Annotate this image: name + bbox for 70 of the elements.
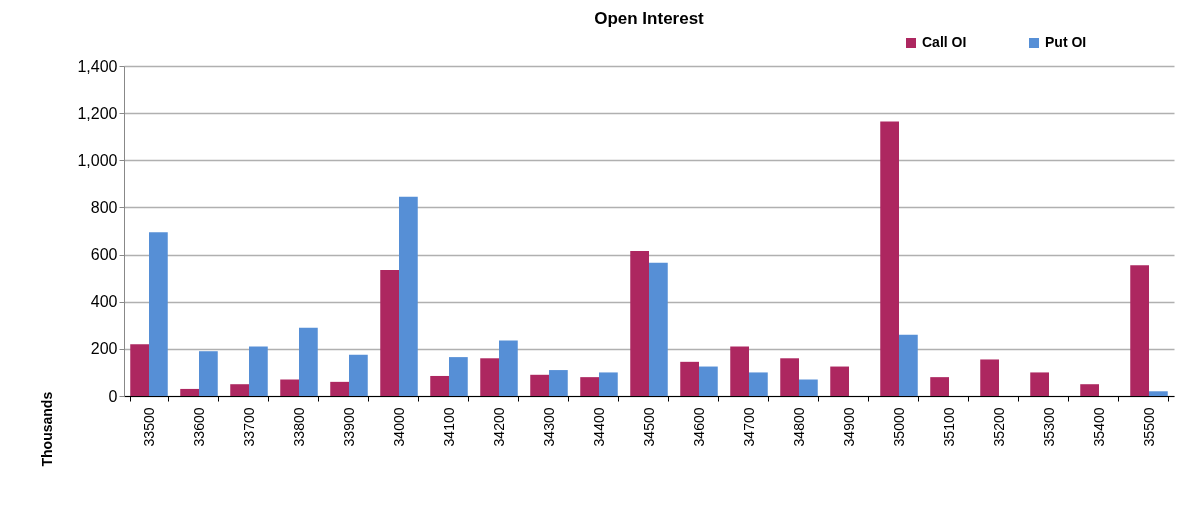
x-tick-label: 34700 (740, 407, 757, 447)
x-tick-label: 35400 (1090, 407, 1107, 447)
bar (330, 381, 349, 396)
bar (149, 232, 168, 396)
legend-label: Call OI (922, 34, 967, 50)
bar (749, 372, 768, 396)
bar (349, 354, 368, 396)
x-tick-label: 34600 (690, 407, 707, 447)
bar (830, 366, 849, 396)
x-tick-label: 33900 (340, 407, 357, 447)
x-tick-label: 33500 (140, 407, 157, 447)
x-tick-label: 34400 (590, 407, 607, 447)
x-tick-label: 34100 (440, 407, 457, 447)
bar (899, 334, 918, 396)
y-tick-label: 0 (108, 387, 118, 405)
bar (1080, 384, 1099, 396)
bar (799, 379, 818, 396)
bar (930, 377, 949, 396)
x-tick-label: 34000 (390, 407, 407, 447)
x-tick-label: 33700 (240, 407, 257, 447)
y-tick-label: 1,400 (77, 57, 118, 75)
bar (699, 366, 718, 396)
bar (280, 379, 299, 396)
y-tick-label: 1,200 (77, 104, 118, 122)
bar (199, 351, 218, 396)
bar (530, 374, 549, 396)
bar (880, 121, 899, 396)
bar (580, 377, 599, 396)
bar (1149, 391, 1168, 396)
legend-label: Put OI (1045, 34, 1087, 50)
x-tick-label: 34800 (790, 407, 807, 447)
bar (680, 361, 699, 396)
bar (649, 262, 668, 396)
y-axis-title: Thousands (38, 391, 55, 467)
bar (480, 358, 499, 396)
x-tick-label: 34200 (490, 407, 507, 447)
bar (449, 357, 468, 396)
x-tick-label: 35500 (1140, 407, 1157, 447)
x-tick-label: 33800 (290, 407, 307, 447)
bar (230, 384, 249, 396)
bar (180, 388, 199, 396)
bar (499, 340, 518, 396)
bar (130, 344, 149, 396)
chart-title: Open Interest (594, 9, 705, 28)
bar (1030, 372, 1049, 396)
x-tick-label: 34500 (640, 407, 657, 447)
bar (380, 269, 399, 396)
bar (980, 359, 999, 396)
bar (599, 372, 618, 396)
bar (430, 375, 449, 396)
x-tick-label: 35200 (990, 407, 1007, 447)
x-tick-label: 35000 (890, 407, 907, 447)
x-tick-label: 34900 (840, 407, 857, 447)
x-tick-label: 35300 (1040, 407, 1057, 447)
y-tick-label: 400 (90, 293, 118, 311)
y-tick-label: 600 (90, 246, 118, 264)
bar (1130, 265, 1149, 396)
x-tick-label: 35100 (940, 407, 957, 447)
bar (549, 370, 568, 396)
y-tick-label: 200 (90, 340, 118, 358)
x-tick-label: 34300 (540, 407, 557, 447)
x-tick-label: 33600 (190, 407, 207, 447)
bar (780, 358, 799, 396)
bar (730, 346, 749, 396)
bar (249, 346, 268, 396)
bar (630, 251, 649, 396)
bar (299, 327, 318, 396)
y-tick-label: 1,000 (77, 151, 118, 169)
bar (399, 196, 418, 396)
y-tick-label: 800 (90, 198, 118, 216)
